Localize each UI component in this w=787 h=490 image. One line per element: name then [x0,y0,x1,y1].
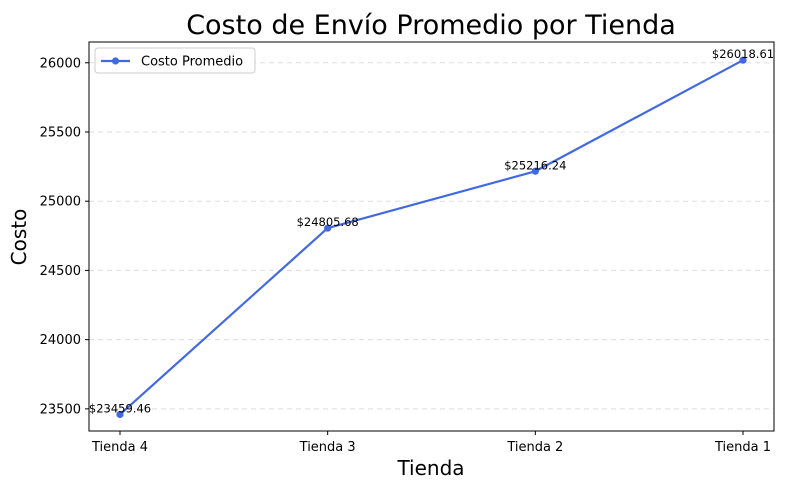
data-labels: $23459.46 $24805.68 $25216.24 $26018.61 [89,47,774,415]
data-label: $24805.68 [297,215,359,229]
x-axis-label: Tienda [396,456,464,480]
x-tick-label: Tienda 3 [299,440,356,455]
grid-lines [89,62,774,410]
data-point [531,167,539,175]
y-axis-label: Costo [7,209,31,266]
data-label: $25216.24 [504,158,566,172]
legend-label-costo-promedio: Costo Promedio [141,55,243,70]
y-tick-label: 24000 [40,333,81,348]
data-point [116,410,124,419]
y-axis: 23500 24000 24500 25000 25500 26000 [40,56,89,417]
data-point [324,224,332,232]
data-label: $23459.46 [89,401,151,415]
series-line-costo-promedio [119,59,744,416]
x-tick-label: Tienda 1 [714,440,771,455]
x-tick-label: Tienda 2 [506,440,563,455]
legend-marker-swatch [111,57,120,65]
y-tick-label: 25000 [40,195,81,210]
y-tick-label: 23500 [40,402,81,417]
chart-title: Costo de Envío Promedio por Tienda [186,10,676,41]
plot-area [88,41,775,432]
data-label: $26018.61 [712,47,774,61]
x-axis: Tienda 4 Tienda 3 Tienda 2 Tienda 1 [91,431,771,455]
y-tick-label: 25500 [40,125,81,140]
y-tick-label: 24500 [40,264,81,279]
x-tick-label: Tienda 4 [91,440,148,455]
legend-box [94,47,256,74]
data-point [739,56,747,64]
legend: Costo Promedio [94,47,256,74]
y-tick-label: 26000 [40,56,81,71]
series-points [116,56,747,419]
